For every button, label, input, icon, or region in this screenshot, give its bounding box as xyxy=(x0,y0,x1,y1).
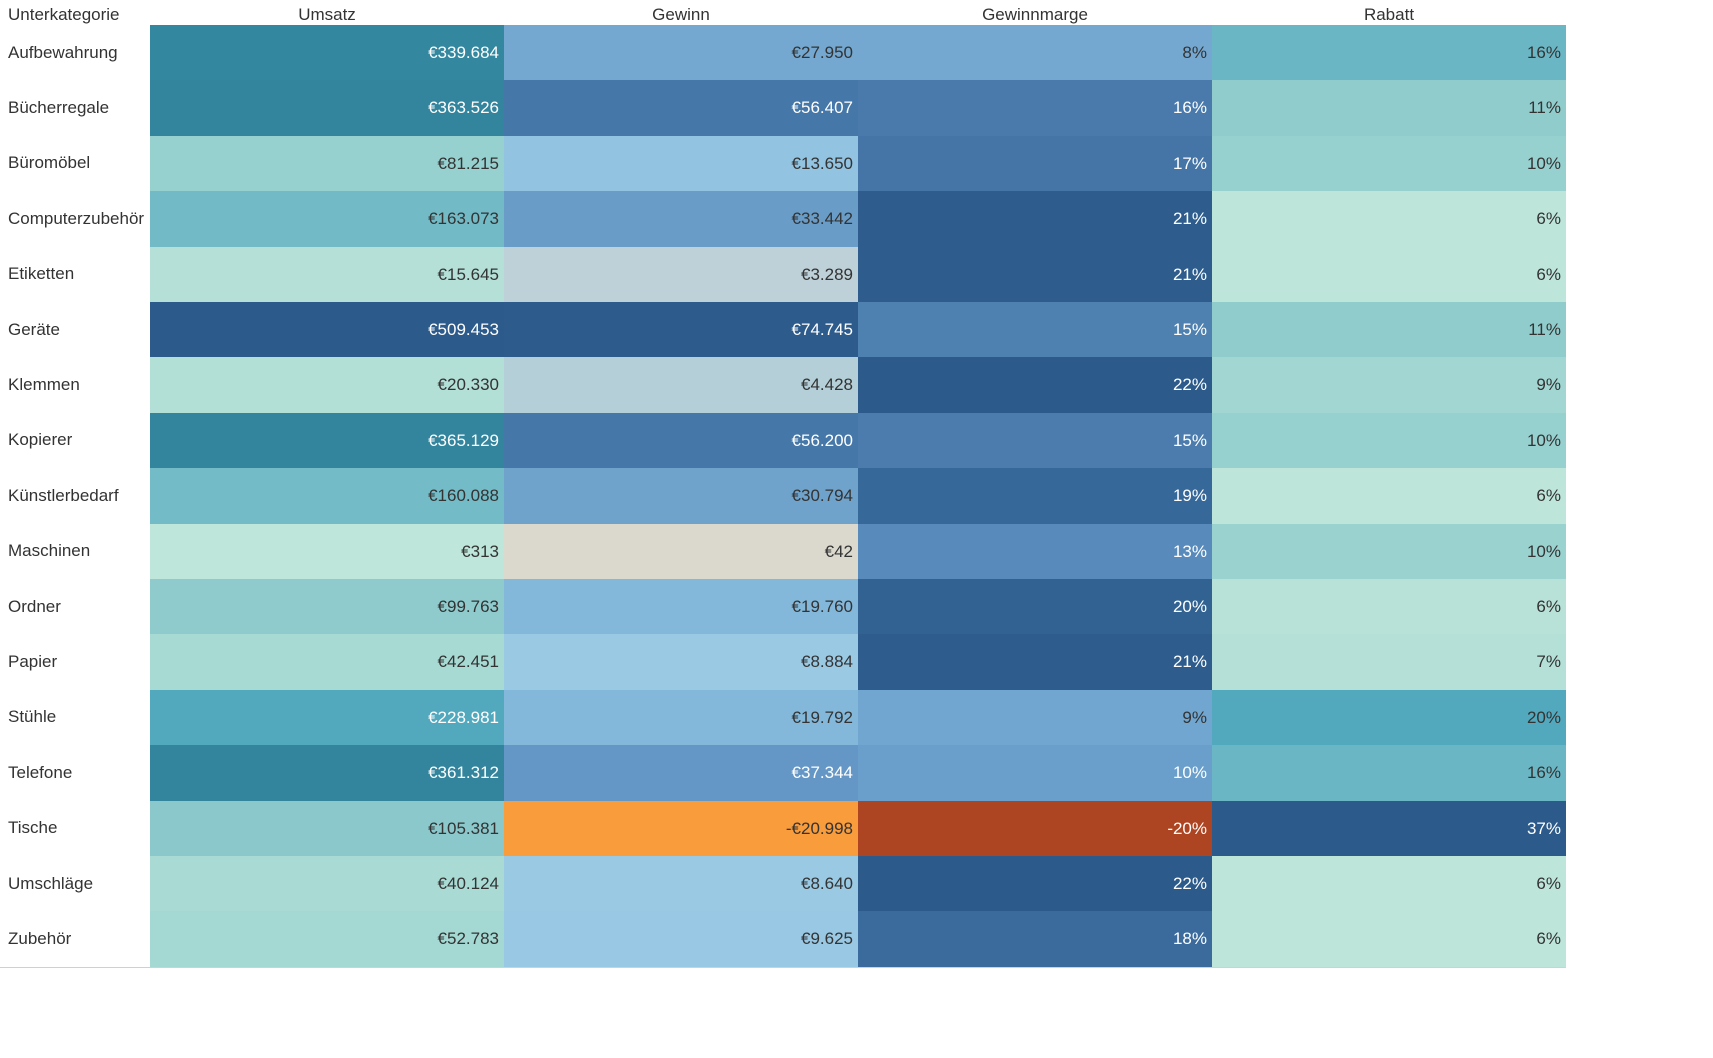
row-label-geräte: Geräte xyxy=(8,319,60,339)
row-label-telefone: Telefone xyxy=(8,762,73,782)
heatmap-cell-umschläge-gewinn: €8.640 xyxy=(504,856,858,911)
heatmap-cell-tische-rabatt: 37% xyxy=(1212,801,1566,856)
heatmap-cell-telefone-umsatz: €361.312 xyxy=(150,745,504,801)
heatmap-cell-aufbewahrung-gewinn: €27.950 xyxy=(504,25,858,80)
row-label-computerzubehör: Computerzubehör xyxy=(8,208,145,228)
heatmap-cell-stühle-rabatt: 20% xyxy=(1212,690,1566,745)
heatmap-cell-klemmen-gewinnmarge: 22% xyxy=(858,357,1212,413)
heatmap-cell-büromöbel-gewinn: €13.650 xyxy=(504,136,858,191)
heatmap-cell-kopierer-umsatz: €365.129 xyxy=(150,413,504,468)
heatmap-cell-ordner-rabatt: 6% xyxy=(1212,579,1566,634)
heatmap-cell-künstlerbedarf-rabatt: 6% xyxy=(1212,468,1566,524)
heatmap-cell-künstlerbedarf-gewinn: €30.794 xyxy=(504,468,858,524)
heatmap-cell-kopierer-gewinnmarge: 15% xyxy=(858,413,1212,468)
heatmap-cell-büromöbel-umsatz: €81.215 xyxy=(150,136,504,191)
heatmap-cell-umschläge-rabatt: 6% xyxy=(1212,856,1566,911)
heatmap-cell-büromöbel-gewinnmarge: 17% xyxy=(858,136,1212,191)
column-header-rabatt: Rabatt xyxy=(1363,5,1415,24)
column-header-gewinnmarge: Gewinnmarge xyxy=(982,5,1088,24)
heatmap-cell-maschinen-gewinn: €42 xyxy=(504,524,858,579)
column-header-gewinn: Gewinn xyxy=(652,5,710,24)
table-bottom-border xyxy=(0,967,1566,968)
heatmap-cell-umschläge-umsatz: €40.124 xyxy=(150,856,504,911)
heatmap-cell-aufbewahrung-gewinnmarge: 8% xyxy=(858,25,1212,80)
heatmap-cell-tische-umsatz: €105.381 xyxy=(150,801,504,856)
heatmap-cell-bücherregale-umsatz: €363.526 xyxy=(150,80,504,136)
heatmap-cell-papier-rabatt: 7% xyxy=(1212,634,1566,690)
row-label-künstlerbedarf: Künstlerbedarf xyxy=(8,485,119,505)
heatmap-cell-etiketten-umsatz: €15.645 xyxy=(150,247,504,302)
heatmap-cell-computerzubehör-umsatz: €163.073 xyxy=(150,191,504,247)
heatmap-cell-stühle-gewinnmarge: 9% xyxy=(858,690,1212,745)
heatmap-cell-computerzubehör-gewinnmarge: 21% xyxy=(858,191,1212,247)
heatmap-cell-bücherregale-gewinnmarge: 16% xyxy=(858,80,1212,136)
heatmap-cell-telefone-gewinnmarge: 10% xyxy=(858,745,1212,801)
row-label-etiketten: Etiketten xyxy=(8,264,75,284)
row-label-kopierer: Kopierer xyxy=(8,430,73,450)
heatmap-cell-geräte-gewinn: €74.745 xyxy=(504,302,858,357)
heatmap-cell-künstlerbedarf-gewinnmarge: 19% xyxy=(858,468,1212,524)
heatmap-cell-papier-gewinnmarge: 21% xyxy=(858,634,1212,690)
heatmap-cell-maschinen-umsatz: €313 xyxy=(150,524,504,579)
row-label-maschinen: Maschinen xyxy=(8,541,91,561)
heatmap-cell-zubehör-rabatt: 6% xyxy=(1212,911,1566,967)
heatmap-cell-stühle-gewinn: €19.792 xyxy=(504,690,858,745)
heatmap-cell-büromöbel-rabatt: 10% xyxy=(1212,136,1566,191)
heatmap-cell-kopierer-gewinn: €56.200 xyxy=(504,413,858,468)
heatmap-table: Unterkategorie Umsatz Gewinn Gewinnmarge… xyxy=(0,5,1566,968)
heatmap-cell-aufbewahrung-umsatz: €339.684 xyxy=(150,25,504,80)
row-label-aufbewahrung: Aufbewahrung xyxy=(8,42,118,62)
heatmap-cell-computerzubehör-rabatt: 6% xyxy=(1212,191,1566,247)
heatmap-cell-telefone-rabatt: 16% xyxy=(1212,745,1566,801)
heatmap-cell-etiketten-gewinn: €3.289 xyxy=(504,247,858,302)
heatmap-cell-zubehör-gewinn: €9.625 xyxy=(504,911,858,967)
heatmap-cell-künstlerbedarf-umsatz: €160.088 xyxy=(150,468,504,524)
heatmap-cell-klemmen-umsatz: €20.330 xyxy=(150,357,504,413)
heatmap-cell-klemmen-rabatt: 9% xyxy=(1212,357,1566,413)
heatmap-cell-zubehör-gewinnmarge: 18% xyxy=(858,911,1212,967)
column-header-umsatz: Umsatz xyxy=(298,5,356,24)
heatmap-cell-geräte-gewinnmarge: 15% xyxy=(858,302,1212,357)
row-label-bücherregale: Bücherregale xyxy=(8,98,110,118)
row-label-büromöbel: Büromöbel xyxy=(8,153,91,173)
row-label-stühle: Stühle xyxy=(8,707,57,727)
heatmap-cell-maschinen-rabatt: 10% xyxy=(1212,524,1566,579)
heatmap-cell-stühle-umsatz: €228.981 xyxy=(150,690,504,745)
heatmap-cell-geräte-rabatt: 11% xyxy=(1212,302,1566,357)
heatmap-cell-papier-umsatz: €42.451 xyxy=(150,634,504,690)
heatmap-cell-tische-gewinnmarge: -20% xyxy=(858,801,1212,856)
heatmap-cell-ordner-umsatz: €99.763 xyxy=(150,579,504,634)
heatmap-cell-klemmen-gewinn: €4.428 xyxy=(504,357,858,413)
heatmap-cell-telefone-gewinn: €37.344 xyxy=(504,745,858,801)
row-label-zubehör: Zubehör xyxy=(8,929,72,949)
row-label-tische: Tische xyxy=(8,818,58,838)
heatmap-cell-kopierer-rabatt: 10% xyxy=(1212,413,1566,468)
heatmap-cell-bücherregale-gewinn: €56.407 xyxy=(504,80,858,136)
heatmap-cell-computerzubehör-gewinn: €33.442 xyxy=(504,191,858,247)
row-label-klemmen: Klemmen xyxy=(8,375,80,395)
row-label-papier: Papier xyxy=(8,652,58,672)
heatmap-cell-umschläge-gewinnmarge: 22% xyxy=(858,856,1212,911)
row-label-ordner: Ordner xyxy=(8,596,61,616)
heatmap-cell-geräte-umsatz: €509.453 xyxy=(150,302,504,357)
heatmap-cell-ordner-gewinnmarge: 20% xyxy=(858,579,1212,634)
heatmap-cell-zubehör-umsatz: €52.783 xyxy=(150,911,504,967)
heatmap-cell-maschinen-gewinnmarge: 13% xyxy=(858,524,1212,579)
heatmap-cell-ordner-gewinn: €19.760 xyxy=(504,579,858,634)
heatmap-cell-tische-gewinn: -€20.998 xyxy=(504,801,858,856)
heatmap-cell-etiketten-rabatt: 6% xyxy=(1212,247,1566,302)
heatmap-cell-bücherregale-rabatt: 11% xyxy=(1212,80,1566,136)
heatmap-cell-etiketten-gewinnmarge: 21% xyxy=(858,247,1212,302)
row-header: Unterkategorie xyxy=(8,5,120,24)
row-label-umschläge: Umschläge xyxy=(8,873,94,893)
heatmap-cell-aufbewahrung-rabatt: 16% xyxy=(1212,25,1566,80)
heatmap-cell-papier-gewinn: €8.884 xyxy=(504,634,858,690)
